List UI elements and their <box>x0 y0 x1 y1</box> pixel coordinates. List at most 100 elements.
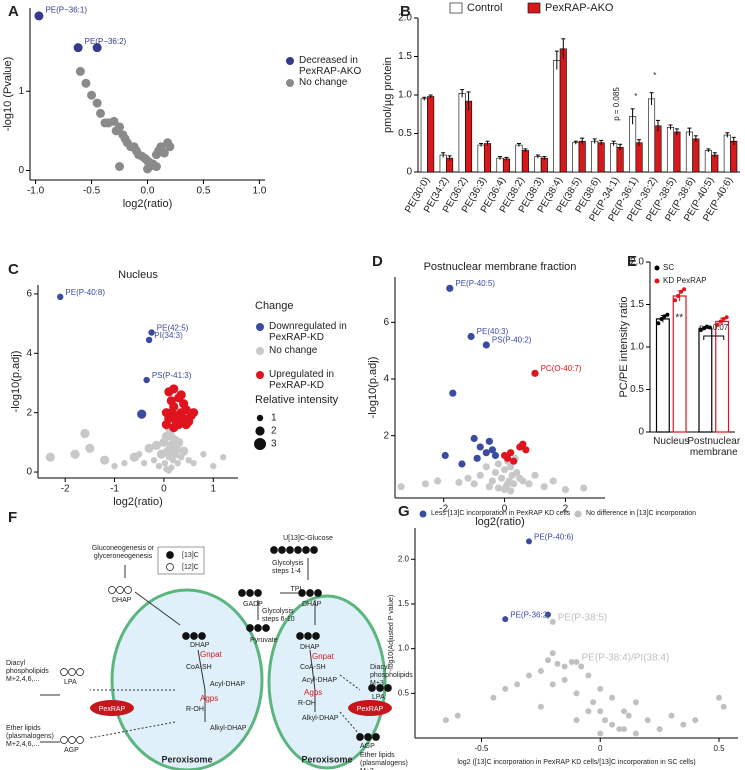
y-tick-label: 4 <box>383 374 389 385</box>
point <box>692 717 699 724</box>
bar <box>515 144 523 173</box>
point <box>494 484 503 492</box>
arrow <box>339 711 361 736</box>
y-tick-label: 0 <box>18 165 24 176</box>
point-label: PE(P−36:1) <box>45 6 87 15</box>
carbon-atom <box>246 624 254 632</box>
diagram-label: [12]C <box>182 564 199 571</box>
point <box>568 659 575 666</box>
arrow <box>134 591 181 626</box>
point <box>502 685 509 692</box>
point <box>590 699 597 706</box>
point-label: PE(P−36:2) <box>85 37 127 46</box>
carbon-atom <box>238 589 246 597</box>
x-tick-label: 0.5 <box>196 186 210 197</box>
legend-marker <box>574 510 582 518</box>
carbon-atom <box>60 736 68 744</box>
point <box>179 446 189 456</box>
point <box>537 703 544 710</box>
bar <box>465 100 473 173</box>
diagram-label: R-OH <box>298 700 316 707</box>
y-tick-label: 2 <box>383 430 389 441</box>
diagram-label: AGP <box>360 743 375 750</box>
y-tick-label: 1.0 <box>630 342 644 353</box>
annotation: p = 0.07 <box>699 323 729 332</box>
point <box>616 726 623 733</box>
legend-marker <box>256 323 264 331</box>
point <box>632 730 639 737</box>
point-label: PE(P-40:5) <box>455 279 495 288</box>
data-point <box>682 287 687 292</box>
y-tick-label: 0 <box>638 427 644 438</box>
annotation: ** <box>675 313 683 324</box>
data-point <box>676 294 681 298</box>
point <box>561 663 568 670</box>
point <box>625 712 632 719</box>
point <box>458 460 466 468</box>
bar <box>654 125 662 173</box>
point <box>668 712 675 719</box>
y-tick-label: 0.5 <box>398 688 410 697</box>
y-axis-label: pmol/µg protein <box>382 57 394 133</box>
point <box>169 384 179 394</box>
point <box>632 699 639 706</box>
arrow <box>339 674 361 691</box>
point <box>482 341 490 349</box>
carbon-atom <box>384 684 392 692</box>
legend-marker <box>654 265 660 271</box>
carbon-atom <box>364 733 372 741</box>
organelle-label: Peroxisome <box>161 754 212 764</box>
bar <box>420 98 428 173</box>
y-tick-label: 0.5 <box>398 128 412 139</box>
legend-label: No difference in [13]C incorporation <box>586 510 696 517</box>
diagram-label: DHAP <box>112 597 132 604</box>
bar <box>496 157 504 173</box>
x-tick-label: 0 <box>161 484 167 495</box>
data-point <box>665 312 670 317</box>
x-tick-label: -2 <box>61 484 70 495</box>
x-tick-label: Nucleus <box>653 436 690 447</box>
panel-letter: E <box>627 253 637 270</box>
point <box>109 116 119 126</box>
point <box>219 454 227 461</box>
point <box>210 462 217 470</box>
point <box>150 456 158 464</box>
diagram-label: DHAP <box>190 642 210 649</box>
panel-letter: B <box>400 3 411 20</box>
legend-label: No change <box>299 77 348 88</box>
diagram-label: CoA-SH <box>186 664 212 671</box>
point <box>159 148 169 158</box>
legend-label: Control <box>467 2 502 14</box>
x-tick-label: 0.5 <box>713 744 725 753</box>
diagram-label: Alkyl-DHAP <box>210 725 247 732</box>
y-tick-label: 2.0 <box>398 13 412 24</box>
bar <box>521 150 529 173</box>
point <box>136 451 143 458</box>
point <box>504 480 512 488</box>
bar <box>730 140 738 173</box>
legend-label: Upregulated in PexRAP-KD <box>269 369 335 391</box>
panel-letter: D <box>372 253 383 270</box>
point <box>482 463 490 471</box>
point <box>597 730 604 737</box>
x-axis-label: log2 ([13]C incorporation in PexRAP KD c… <box>457 759 695 766</box>
arrow <box>309 649 316 691</box>
point <box>497 474 506 482</box>
point <box>491 468 500 477</box>
point <box>148 329 155 336</box>
point <box>488 477 496 485</box>
diagram-label: Diacyl phospholipids M+2,4,6,... <box>6 660 49 683</box>
point <box>621 708 627 715</box>
legend-size <box>254 438 266 450</box>
diagram-label: U[13]C-Glucose <box>283 535 333 542</box>
legend-label: 1 <box>271 413 277 424</box>
point <box>92 43 102 53</box>
point <box>441 451 449 460</box>
point-label: PC(O-40:7) <box>541 364 582 373</box>
point <box>57 293 64 301</box>
diagram-label: LPA <box>372 694 385 701</box>
carbon-atom <box>198 632 206 640</box>
data-point <box>707 325 712 330</box>
carbon-atom <box>254 589 262 597</box>
